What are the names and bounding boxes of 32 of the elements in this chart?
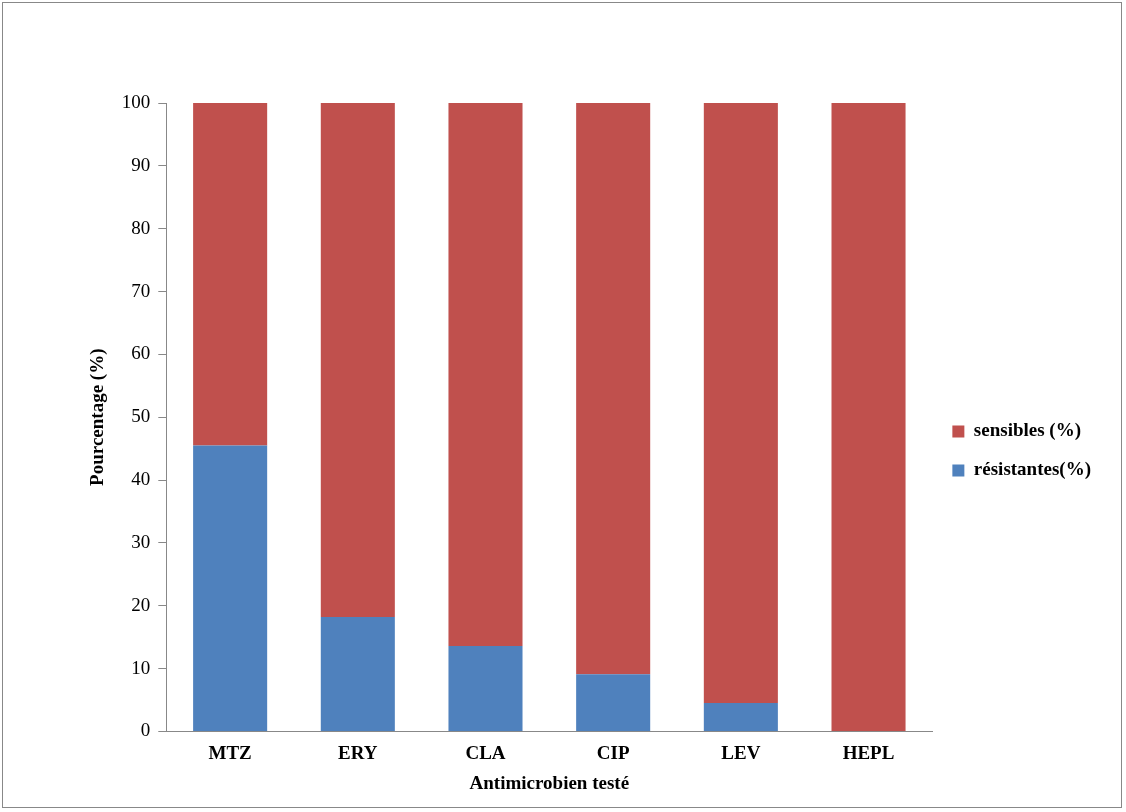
- bar: [320, 103, 395, 618]
- y-tick-label: 90: [131, 153, 151, 175]
- bar: [831, 103, 906, 731]
- y-tick-label: 0: [140, 719, 151, 741]
- x-tick-label: ERY: [338, 741, 378, 763]
- legend-label: résistantes(%): [973, 458, 1091, 481]
- bar: [576, 103, 651, 675]
- legend-label: sensibles (%): [973, 419, 1082, 442]
- bar: [448, 103, 523, 646]
- y-tick-label: 60: [131, 342, 151, 364]
- y-tick-label: 10: [131, 656, 151, 678]
- bar: [703, 103, 778, 704]
- y-tick-label: 30: [131, 530, 151, 552]
- y-tick-label: 40: [131, 468, 151, 490]
- y-tick-label: 20: [131, 593, 151, 615]
- y-tick-label: 100: [121, 90, 151, 112]
- bar: [193, 103, 268, 446]
- y-tick-label: 70: [131, 279, 151, 301]
- x-tick-label: CIP: [596, 741, 630, 763]
- x-axis-title: Antimicrobien testé: [469, 771, 630, 793]
- y-tick-label: 50: [131, 405, 151, 427]
- bar: [448, 645, 523, 731]
- bar: [703, 703, 778, 731]
- x-tick-label: CLA: [465, 741, 506, 763]
- y-tick-label: 80: [131, 216, 151, 238]
- bar: [193, 445, 268, 731]
- x-tick-label: HEPL: [842, 741, 895, 763]
- x-tick-label: MTZ: [208, 741, 252, 763]
- x-tick-label: LEV: [721, 741, 761, 763]
- bar: [576, 674, 651, 731]
- bar: [320, 617, 395, 731]
- y-axis-title: Pourcentage (%): [86, 348, 109, 486]
